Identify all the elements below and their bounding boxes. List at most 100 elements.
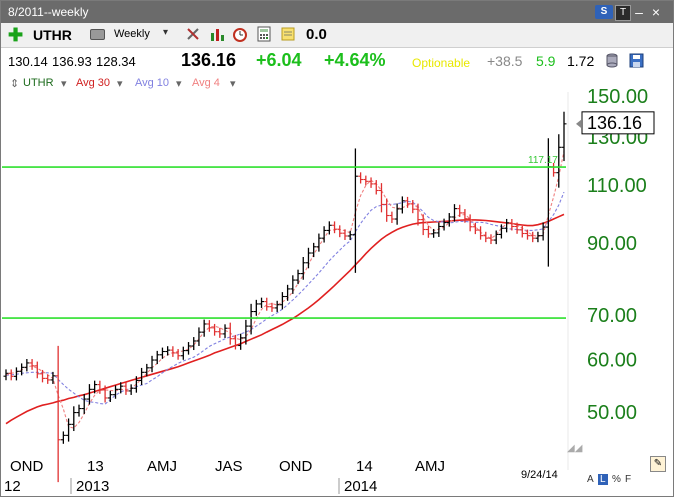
price-bar [446, 213, 452, 227]
period-select[interactable]: Weekly [114, 28, 150, 40]
price-bar [259, 297, 265, 308]
alarm-icon[interactable] [232, 26, 248, 42]
legend-ma10[interactable]: Avg 10 [135, 77, 170, 89]
price-bar [373, 180, 379, 195]
price-bar [478, 226, 484, 240]
quote-change-pct: +4.64% [324, 50, 386, 70]
price-bar [50, 371, 56, 384]
footer-letter-pct[interactable]: % [612, 474, 621, 485]
price-bar [217, 327, 223, 338]
price-bar [180, 346, 186, 360]
price-bar [519, 225, 525, 238]
x-year-label: 2014 [344, 478, 377, 495]
price-bar [45, 374, 51, 384]
price-bar [514, 222, 520, 234]
price-bar [316, 233, 322, 252]
price-bar [81, 393, 87, 414]
date-label: 9/24/14 [521, 469, 558, 481]
price-bar [60, 431, 66, 444]
calculator-icon[interactable] [256, 26, 272, 42]
price-bar [467, 214, 473, 232]
legend-ma30[interactable]: Avg 30 [76, 77, 111, 89]
x-year-label: 12 [4, 478, 21, 495]
price-bar [347, 230, 353, 240]
price-bar [154, 350, 160, 365]
price-bar [34, 361, 40, 379]
legend-ma4[interactable]: Avg 4 [192, 77, 220, 89]
price-bar [107, 390, 113, 402]
s-button[interactable]: S [595, 5, 613, 19]
quote-open: 130.14 [8, 54, 48, 69]
price-bar [384, 198, 390, 222]
footer-letter-a[interactable]: A [587, 474, 594, 485]
chevron-down-icon[interactable]: ▾ [163, 27, 169, 38]
bar-chart-icon[interactable] [209, 26, 225, 42]
price-bar [159, 347, 165, 359]
price-bar [363, 175, 369, 186]
minimize-icon[interactable]: – [635, 4, 643, 20]
x-tick-label: OND [10, 458, 44, 475]
price-bar [295, 269, 301, 285]
tools-icon[interactable] [185, 26, 201, 42]
chevron-down-icon[interactable]: ▾ [61, 78, 67, 90]
last-price-marker [576, 119, 581, 128]
price-bar [488, 234, 494, 245]
legend-handle-icon[interactable]: ⇕ [10, 78, 20, 90]
price-bar [405, 196, 411, 208]
last-price-box [581, 111, 655, 135]
save-icon[interactable] [629, 53, 644, 71]
price-bar [66, 418, 72, 442]
print-icon[interactable] [90, 29, 105, 40]
price-bar [352, 148, 358, 273]
quote-strip: 130.14 136.93 128.34 136.16 +6.04 +4.64%… [1, 49, 673, 73]
price-bar [118, 382, 124, 394]
price-bar [535, 231, 541, 243]
price-bar [196, 327, 202, 346]
price-bar [530, 231, 536, 243]
price-bar [165, 346, 171, 356]
price-bar [71, 406, 77, 432]
x-tick-label: AMJ [415, 458, 445, 475]
add-icon[interactable]: ✚ [8, 25, 24, 45]
t-button[interactable]: T [615, 5, 631, 21]
y-tick-label: 50.00 [587, 402, 637, 424]
price-bar [425, 225, 431, 238]
price-bar [227, 322, 233, 345]
price-bar [342, 229, 348, 240]
quote-change: +6.04 [256, 50, 302, 70]
edit-icon[interactable]: ✎ [650, 456, 666, 472]
price-bar [128, 384, 134, 395]
legend: ⇕ UTHR ▾ Avg 30 ▾ Avg 10 ▾ Avg 4 ▾ [1, 75, 591, 93]
price-bar [321, 226, 327, 243]
scroll-arrow-icon[interactable]: ◢◢ [567, 443, 583, 454]
database-icon[interactable] [605, 53, 619, 71]
price-bar [368, 177, 374, 188]
quote-high: 136.93 [52, 54, 92, 69]
price-bar [222, 324, 228, 338]
quote-low: 128.34 [96, 54, 136, 69]
y-tick-label: 60.00 [587, 350, 637, 372]
ma4-line [5, 151, 565, 429]
close-icon[interactable]: × [651, 4, 661, 20]
price-bar [97, 380, 103, 394]
chevron-down-icon[interactable]: ▾ [117, 78, 123, 90]
footer-letter-l[interactable]: L [598, 474, 608, 485]
price-bar [311, 242, 317, 258]
price-bar [238, 333, 244, 350]
note-icon[interactable] [280, 26, 296, 42]
price-bar [144, 363, 150, 377]
chevron-down-icon[interactable]: ▾ [230, 78, 236, 90]
y-tick-label: 110.00 [587, 175, 647, 197]
symbol-field[interactable]: UTHR [33, 27, 72, 43]
footer-letter-f[interactable]: F [625, 474, 632, 485]
price-bar [269, 302, 275, 312]
legend-symbol[interactable]: UTHR [23, 77, 54, 89]
title-bar[interactable]: 8/2011--weekly S T – × [1, 1, 673, 23]
price-bar [457, 204, 463, 217]
price-bar [248, 303, 254, 335]
price-bar [191, 337, 197, 351]
x-tick-label: 13 [87, 458, 104, 475]
chevron-down-icon[interactable]: ▾ [176, 78, 182, 90]
price-bar [332, 221, 338, 234]
